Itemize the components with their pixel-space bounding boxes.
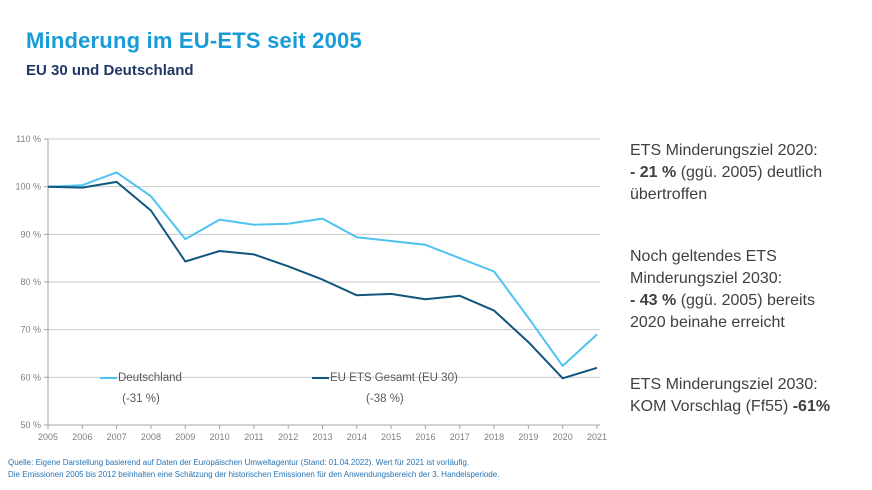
annotation-line: Noch geltendes ETS xyxy=(630,246,868,268)
x-axis-label: 2020 xyxy=(553,432,573,442)
annotation-line: Minderungsziel 2030: xyxy=(630,268,868,290)
annotation-text: (ggü. 2005) deutlich xyxy=(676,164,823,181)
annotation-text: (ggü. 2005) bereits xyxy=(676,292,815,309)
x-axis-label: 2012 xyxy=(278,432,298,442)
annotation-text: ETS Minderungsziel 2030: xyxy=(630,376,818,393)
y-axis-label: 50 % xyxy=(20,420,41,430)
page-subtitle: EU 30 und Deutschland xyxy=(26,62,194,79)
x-axis-label: 2006 xyxy=(72,432,92,442)
annotation-line: ETS Minderungsziel 2020: xyxy=(630,140,868,162)
x-axis-label: 2021 xyxy=(587,432,607,442)
annotation-line: ETS Minderungsziel 2030: xyxy=(630,374,868,396)
y-axis-label: 60 % xyxy=(20,372,41,382)
annotation-line: 2020 beinahe erreicht xyxy=(630,312,868,334)
x-axis-label: 2009 xyxy=(175,432,195,442)
annotation-text: KOM Vorschlag (Ff55) xyxy=(630,398,793,415)
y-axis-label: 90 % xyxy=(20,229,41,239)
series-line-eu-ets-gesamt-eu-30 xyxy=(47,180,598,380)
footer-source-line: Quelle: Eigene Darstellung basierend auf… xyxy=(8,458,470,467)
x-axis-label: 2007 xyxy=(107,432,127,442)
footer-note-line: Die Emissionen 2005 bis 2012 beinhalten … xyxy=(8,470,500,479)
annotation-line: - 43 % (ggü. 2005) bereits xyxy=(630,290,868,312)
y-axis-label: 80 % xyxy=(20,277,41,287)
annotation-text: ETS Minderungsziel 2020: xyxy=(630,142,818,159)
annotation-text: übertroffen xyxy=(630,186,708,203)
annotation-text: Minderungsziel 2030: xyxy=(630,270,783,287)
line-chart: 50 % 60 % 70 % 80 % 90 % 100 % 110 % 2005 2006 20… xyxy=(15,134,607,442)
annotation-highlight: -61% xyxy=(792,398,831,415)
x-axis-label: 2008 xyxy=(141,432,161,442)
x-axis-label: 2011 xyxy=(244,432,263,442)
annotation-text: 2020 beinahe erreicht xyxy=(630,314,785,331)
annotation-paragraph-2: Noch geltendes ETS Minderungsziel 2030: - … xyxy=(630,246,868,334)
annotation-highlight: - 21 % xyxy=(630,164,677,181)
x-axis-label: 2015 xyxy=(381,432,401,442)
chart-area: 50 % 60 % 70 % 80 % 90 % 100 % 110 % 2005 2006 20… xyxy=(0,125,622,465)
annotation-paragraph-3: ETS Minderungsziel 2030: KOM Vorschlag (F… xyxy=(630,374,868,418)
page-title: Minderung im EU-ETS seit 2005 xyxy=(26,28,362,53)
y-axis-label: 110 % xyxy=(16,134,41,144)
annotations-column: ETS Minderungsziel 2020: - 21 % (ggü. 200… xyxy=(630,140,868,418)
x-axis-label: 2017 xyxy=(450,432,470,442)
y-axis-label: 100 % xyxy=(15,182,41,192)
x-axis-label: 2005 xyxy=(38,432,58,442)
x-axis-label: 2018 xyxy=(484,432,504,442)
annotation-text: Noch geltendes ETS xyxy=(630,248,777,265)
x-axis-label: 2014 xyxy=(347,432,367,442)
x-axis-label: 2016 xyxy=(415,432,435,442)
annotation-line: übertroffen xyxy=(630,184,868,206)
x-axis-label: 2019 xyxy=(518,432,538,442)
series-line-deutschland xyxy=(47,171,598,367)
x-axis-label: 2013 xyxy=(312,432,332,442)
annotation-line: KOM Vorschlag (Ff55) -61% xyxy=(630,396,868,418)
footer: Quelle: Eigene Darstellung basierend auf… xyxy=(8,457,608,481)
x-axis-label: 2010 xyxy=(210,432,230,442)
annotation-line: - 21 % (ggü. 2005) deutlich xyxy=(630,162,868,184)
annotation-paragraph-1: ETS Minderungsziel 2020: - 21 % (ggü. 200… xyxy=(630,140,868,206)
y-axis-label: 70 % xyxy=(20,325,41,335)
annotation-highlight: - 43 % xyxy=(630,292,677,309)
